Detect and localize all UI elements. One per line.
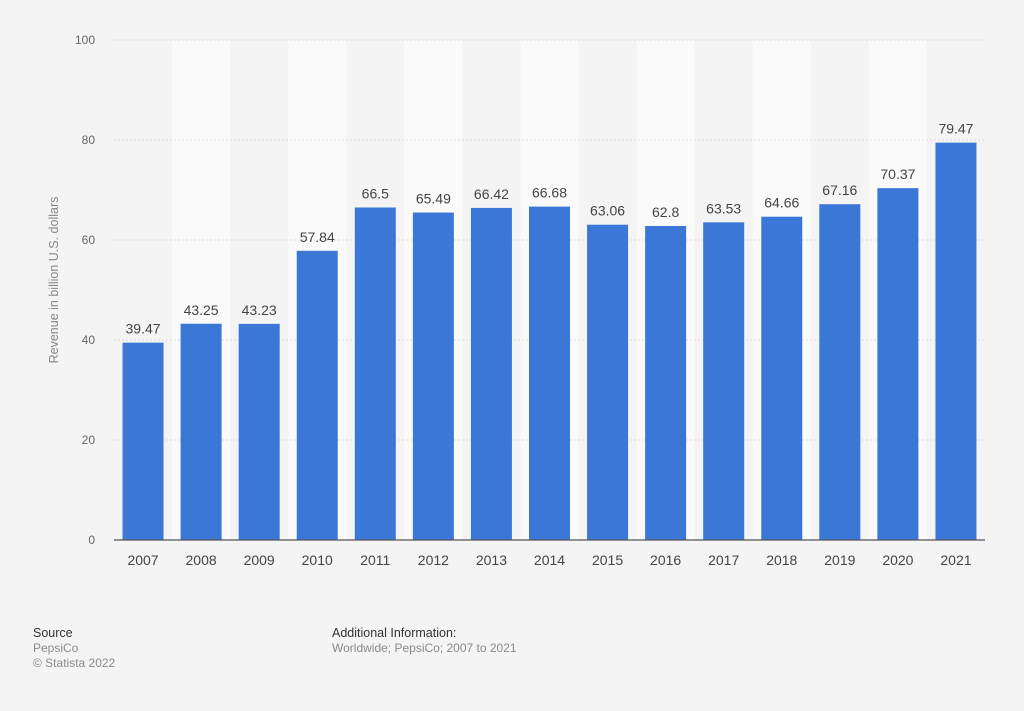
y-axis-ticks: 0 20 40 60 80 100: [75, 33, 95, 547]
bar-2012[interactable]: [412, 212, 454, 541]
source-block: Source PepsiCo © Statista 2022: [33, 626, 115, 671]
bar-2016[interactable]: [645, 226, 687, 540]
value-label: 70.37: [880, 166, 915, 182]
value-label: 63.06: [590, 203, 625, 219]
bar-2013[interactable]: [470, 207, 512, 540]
source-heading: Source: [33, 626, 73, 640]
bar-2020[interactable]: [877, 188, 919, 540]
x-tick-label: 2008: [186, 552, 217, 568]
bar-2018[interactable]: [761, 216, 803, 540]
x-tick-label: 2021: [940, 552, 971, 568]
y-tick-label: 0: [88, 533, 95, 547]
y-tick-label: 60: [82, 233, 96, 247]
value-label: 79.47: [938, 121, 973, 137]
value-label: 66.5: [362, 186, 389, 202]
x-tick-label: 2011: [360, 552, 390, 568]
value-label: 57.84: [300, 229, 335, 245]
bar-2019[interactable]: [819, 204, 861, 540]
additional-info-heading[interactable]: Additional Information:: [332, 626, 457, 640]
bar-2015[interactable]: [587, 224, 629, 540]
value-labels: 39.47 43.25 43.23 57.84 66.5 65.49 66.42 66.68 6…: [126, 121, 974, 337]
bar-2011[interactable]: [354, 207, 396, 541]
x-tick-label: 2019: [824, 552, 855, 568]
x-tick-label: 2013: [476, 552, 507, 568]
x-tick-label: 2020: [882, 552, 913, 568]
value-label: 66.68: [532, 185, 567, 201]
x-tick-label: 2018: [766, 552, 797, 568]
y-tick-label: 100: [75, 33, 95, 47]
x-tick-label: 2012: [418, 552, 449, 568]
y-axis-title: Revenue in billion U.S. dollars: [47, 197, 61, 364]
x-tick-label: 2016: [650, 552, 681, 568]
y-tick-label: 40: [82, 333, 96, 347]
bar-chart: 0 20 40 60 80 100 39.47 43.25 43.23 57.84 66.5 65.…: [47, 33, 985, 568]
bar-2014[interactable]: [529, 206, 570, 540]
additional-info-text: Worldwide; PepsiCo; 2007 to 2021: [332, 641, 517, 655]
value-label: 64.66: [764, 195, 799, 211]
bar-2017[interactable]: [703, 222, 745, 540]
x-tick-label: 2009: [244, 552, 275, 568]
bar-2021[interactable]: [935, 142, 977, 540]
bar-2007[interactable]: [122, 342, 164, 540]
y-tick-label: 80: [82, 133, 96, 147]
bar-2009[interactable]: [238, 323, 280, 540]
x-tick-label: 2007: [127, 552, 158, 568]
x-tick-label: 2017: [708, 552, 739, 568]
bars: [122, 142, 977, 541]
value-label: 67.16: [822, 182, 857, 198]
value-label: 63.53: [706, 200, 741, 216]
value-label: 43.23: [242, 302, 277, 318]
value-label: 62.8: [652, 204, 679, 220]
bar-2010[interactable]: [296, 250, 338, 541]
value-label: 43.25: [184, 302, 219, 318]
x-tick-label: 2015: [592, 552, 623, 568]
y-tick-label: 20: [82, 433, 96, 447]
x-axis-ticks: 2007 2008 2009 2010 2011 2012 2013 2014 2015 2016…: [127, 552, 971, 568]
x-tick-label: 2014: [534, 552, 565, 568]
value-label: 66.42: [474, 186, 509, 202]
copyright-text: © Statista 2022: [33, 656, 116, 670]
source-name[interactable]: PepsiCo: [33, 641, 79, 655]
additional-info-block: Additional Information: Worldwide; Pepsi…: [332, 626, 517, 656]
value-label: 39.47: [126, 321, 161, 337]
bar-2008[interactable]: [180, 323, 222, 540]
x-tick-label: 2010: [302, 552, 333, 568]
value-label: 65.49: [416, 191, 451, 207]
